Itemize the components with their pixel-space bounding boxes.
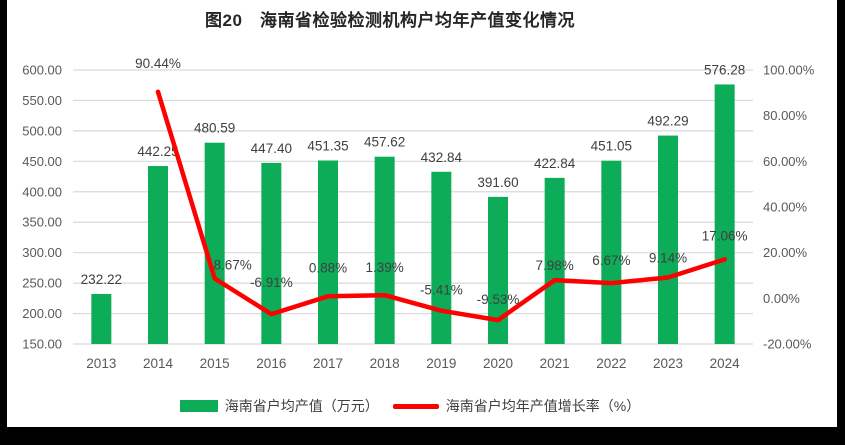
x-axis-label: 2017 [313,356,343,371]
line-value-label: 7.98% [536,258,574,273]
secondary-axis-tick-label: 80.00% [763,108,808,123]
bar [318,160,338,344]
bar [601,160,622,344]
secondary-axis-tick-label: 60.00% [763,154,808,169]
x-axis-label: 2023 [653,356,683,371]
bar [658,135,678,344]
bar-value-label: 457.62 [364,135,405,150]
x-axis-label: 2022 [596,356,626,371]
bar [374,156,395,344]
line-value-label: -5.41% [420,283,463,298]
bar-series-label: 海南省户均产值（万元） [224,398,379,414]
bar-value-label: 422.84 [534,156,576,171]
line-value-label: 6.67% [592,253,630,268]
legend: 海南省户均产值（万元） 海南省户均年产值增长率（%） [0,395,820,417]
line-series-swatch-icon [392,403,439,409]
line-value-label: -6.91% [250,275,293,290]
bar-value-label: 432.84 [421,150,463,165]
x-axis-label: 2020 [483,356,513,371]
line-value-label: 17.06% [702,228,748,243]
x-axis-label: 2018 [370,356,400,371]
y-axis-tick-label: 300.00 [22,245,62,260]
x-axis-label: 2015 [200,356,230,371]
bar-value-label: 492.29 [647,114,688,129]
x-axis-label: 2019 [426,356,456,371]
y-axis-tick-label: 200.00 [22,306,62,321]
line-value-label: 9.14% [649,250,687,265]
x-axis-label: 2016 [256,356,286,371]
frame-left-edge [0,0,7,445]
bar [431,171,452,344]
bar-value-label: 391.60 [477,175,518,190]
bar-value-label: 447.40 [251,141,292,156]
y-axis-tick-label: 450.00 [22,154,62,169]
bar [204,142,225,344]
line-series-label: 海南省户均年产值增长率（%） [445,398,641,414]
line-value-label: 0.88% [309,260,347,275]
secondary-axis-tick-label: 0.00% [763,291,800,306]
line-value-label: -9.53% [477,292,520,307]
legend-item-bar-series: 海南省户均产值（万元） [179,396,379,416]
y-axis-tick-label: 150.00 [22,337,62,352]
bar-value-label: 442.25 [137,144,178,159]
bar-series-swatch-icon [179,400,218,412]
y-axis-tick-label: 550.00 [22,93,62,108]
bar-value-label: 576.28 [704,62,745,77]
bar [148,166,168,344]
bar-value-label: 451.05 [591,139,632,154]
bar [714,84,735,345]
bar-value-label: 451.35 [307,139,348,154]
secondary-axis-tick-label: 40.00% [763,200,808,215]
bar-value-label: 480.59 [194,121,235,136]
bar-value-label: 232.22 [81,272,122,287]
line-value-label: 1.39% [366,260,404,275]
line-value-label: 8.67% [214,258,252,273]
y-axis-tick-label: 600.00 [22,63,62,78]
bar [261,162,282,344]
x-axis-label: 2021 [540,356,570,371]
line-value-label: 90.44% [135,56,181,71]
chart-title: 图20 海南省检验检测机构户均年产值变化情况 [205,11,575,30]
bar [544,177,565,344]
x-axis-label: 2014 [143,356,174,371]
frame-right-edge [837,0,845,445]
x-axis-label: 2024 [710,356,741,371]
x-axis-label: 2013 [86,356,116,371]
growth-line [155,89,727,323]
frame-bottom-edge [0,427,845,445]
y-axis-tick-label: 350.00 [22,215,62,230]
y-axis-tick-label: 500.00 [22,123,62,138]
bar [488,196,508,344]
legend-item-line-series: 海南省户均年产值增长率（%） [392,396,641,416]
y-axis-tick-label: 250.00 [22,276,62,291]
secondary-axis-tick-label: 20.00% [763,245,808,260]
bar [91,293,112,344]
y-axis-tick-label: 400.00 [22,184,62,199]
secondary-axis-tick-label: -20.00% [763,337,812,352]
secondary-axis-tick-label: 100.00% [763,63,815,78]
